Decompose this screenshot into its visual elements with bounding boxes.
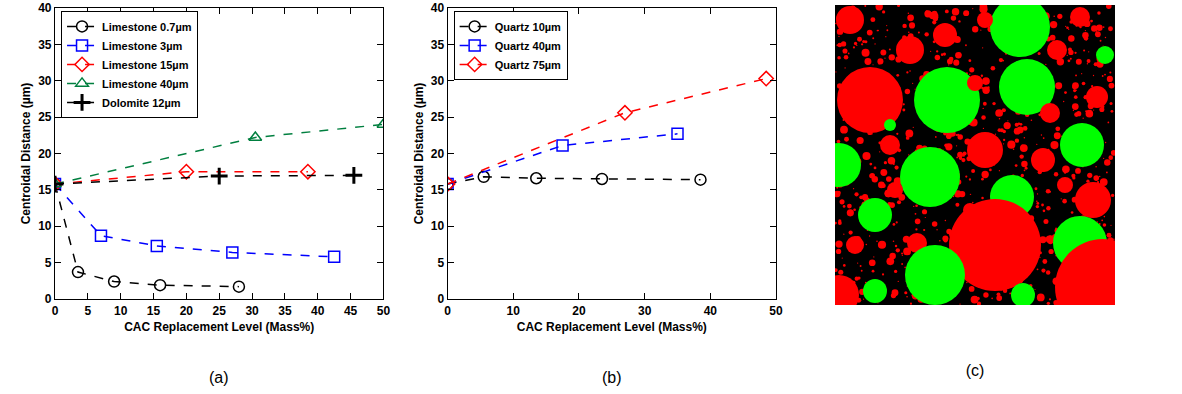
svg-text:0: 0 (45, 292, 52, 306)
svg-text:15: 15 (431, 183, 445, 197)
svg-text:Centroidal Distance (µm): Centroidal Distance (µm) (412, 83, 426, 225)
svg-text:20: 20 (431, 147, 445, 161)
svg-text:10: 10 (38, 219, 52, 233)
svg-text:25: 25 (38, 110, 52, 124)
svg-text:Quartz 40µm: Quartz 40µm (495, 40, 561, 52)
svg-text:35: 35 (38, 38, 52, 52)
svg-text:20: 20 (38, 147, 52, 161)
svg-text:15: 15 (38, 183, 52, 197)
svg-text:40: 40 (311, 304, 325, 318)
svg-text:Limestone 40µm: Limestone 40µm (102, 78, 189, 90)
svg-text:5: 5 (84, 304, 91, 318)
svg-text:35: 35 (431, 38, 445, 52)
svg-text:35: 35 (278, 304, 292, 318)
svg-text:50: 50 (377, 304, 391, 318)
svg-text:Centroidal Distance (µm): Centroidal Distance (µm) (19, 83, 33, 225)
svg-text:Dolomite 12µm: Dolomite 12µm (102, 97, 181, 109)
svg-text:30: 30 (245, 304, 259, 318)
svg-text:40: 40 (38, 1, 52, 15)
svg-text:(b): (b) (602, 369, 622, 386)
svg-text:40: 40 (704, 304, 718, 318)
svg-text:0: 0 (444, 304, 451, 318)
svg-text:0: 0 (52, 304, 59, 318)
svg-text:30: 30 (38, 74, 52, 88)
svg-text:40: 40 (431, 1, 445, 15)
svg-text:15: 15 (147, 304, 161, 318)
svg-text:0: 0 (437, 292, 444, 306)
svg-text:10: 10 (114, 304, 128, 318)
svg-text:20: 20 (180, 304, 194, 318)
svg-text:45: 45 (344, 304, 358, 318)
svg-text:Quartz 75µm: Quartz 75µm (495, 59, 561, 71)
svg-text:10: 10 (507, 304, 521, 318)
svg-text:(a): (a) (209, 369, 229, 386)
svg-text:5: 5 (45, 256, 52, 270)
svg-text:10: 10 (431, 219, 445, 233)
svg-text:30: 30 (431, 74, 445, 88)
svg-text:Limestone 0.7µm: Limestone 0.7µm (102, 21, 192, 33)
svg-text:20: 20 (572, 304, 586, 318)
svg-text:25: 25 (213, 304, 227, 318)
svg-text:5: 5 (437, 256, 444, 270)
svg-text:Limestone 15µm: Limestone 15µm (102, 59, 189, 71)
svg-text:CAC Replacement Level (Mass%): CAC Replacement Level (Mass%) (517, 320, 707, 334)
html-text:(c): (c) (965, 362, 985, 379)
svg-text:25: 25 (431, 110, 445, 124)
svg-text:Quartz 10µm: Quartz 10µm (495, 21, 561, 33)
svg-text:50: 50 (769, 304, 783, 318)
svg-text:CAC Replacement Level (Mass%): CAC Replacement Level (Mass%) (124, 320, 314, 334)
svg-text:30: 30 (638, 304, 652, 318)
svg-text:Limestone 3µm: Limestone 3µm (102, 40, 183, 52)
